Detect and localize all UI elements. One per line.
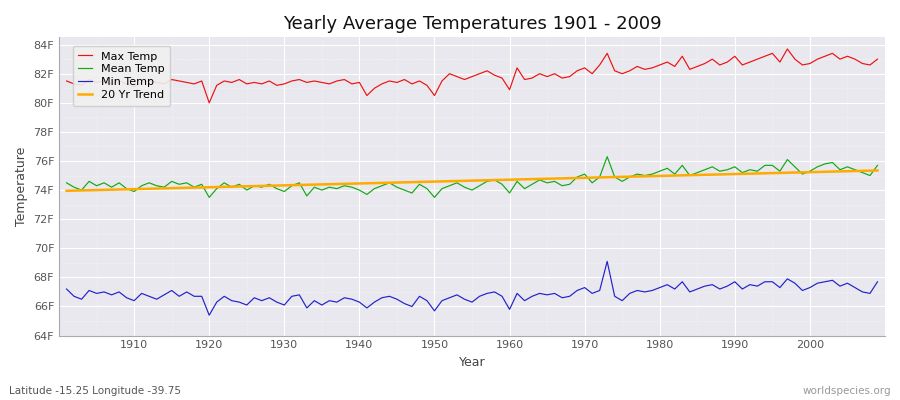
Mean Temp <box>294 180 305 185</box>
Max Temp <box>122 82 132 86</box>
Max Temp <box>61 78 72 83</box>
Mean Temp <box>872 163 883 168</box>
Max Temp <box>294 77 305 82</box>
Min Temp <box>122 295 132 300</box>
Legend: Max Temp, Mean Temp, Min Temp, 20 Yr Trend: Max Temp, Mean Temp, Min Temp, 20 Yr Tre… <box>73 46 170 106</box>
Min Temp <box>609 294 620 299</box>
Line: Min Temp: Min Temp <box>67 261 878 315</box>
Max Temp <box>602 51 613 56</box>
Min Temp <box>602 259 613 264</box>
Mean Temp <box>512 179 523 184</box>
Text: worldspecies.org: worldspecies.org <box>803 386 891 396</box>
Title: Yearly Average Temperatures 1901 - 2009: Yearly Average Temperatures 1901 - 2009 <box>283 15 662 33</box>
Min Temp <box>61 287 72 292</box>
Min Temp <box>339 295 350 300</box>
X-axis label: Year: Year <box>459 356 485 369</box>
Max Temp <box>782 46 793 51</box>
Max Temp <box>339 77 350 82</box>
Min Temp <box>294 292 305 297</box>
Y-axis label: Temperature: Temperature <box>15 147 28 226</box>
Mean Temp <box>504 191 515 196</box>
Mean Temp <box>203 195 214 200</box>
Min Temp <box>872 279 883 284</box>
Line: Max Temp: Max Temp <box>67 49 878 103</box>
Max Temp <box>872 57 883 62</box>
Min Temp <box>512 291 523 296</box>
Text: Latitude -15.25 Longitude -39.75: Latitude -15.25 Longitude -39.75 <box>9 386 181 396</box>
Max Temp <box>504 87 515 92</box>
Mean Temp <box>602 154 613 159</box>
Min Temp <box>504 307 515 312</box>
Max Temp <box>203 100 214 105</box>
Max Temp <box>512 66 523 70</box>
Mean Temp <box>339 183 350 188</box>
Mean Temp <box>122 186 132 191</box>
Line: Mean Temp: Mean Temp <box>67 157 878 197</box>
Mean Temp <box>61 180 72 185</box>
Mean Temp <box>609 175 620 180</box>
Min Temp <box>203 313 214 318</box>
